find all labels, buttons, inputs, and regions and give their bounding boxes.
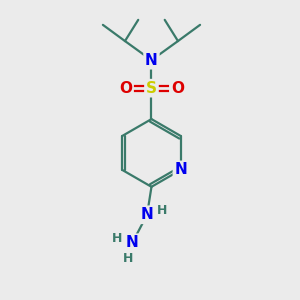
Text: O: O [171,81,184,96]
Text: H: H [123,252,133,265]
Text: N: N [141,207,153,222]
Text: H: H [112,232,122,245]
Text: H: H [157,204,167,217]
Text: N: N [174,162,187,177]
Text: N: N [145,53,158,68]
Text: O: O [119,81,132,96]
Text: N: N [126,235,139,250]
Text: S: S [146,81,157,96]
